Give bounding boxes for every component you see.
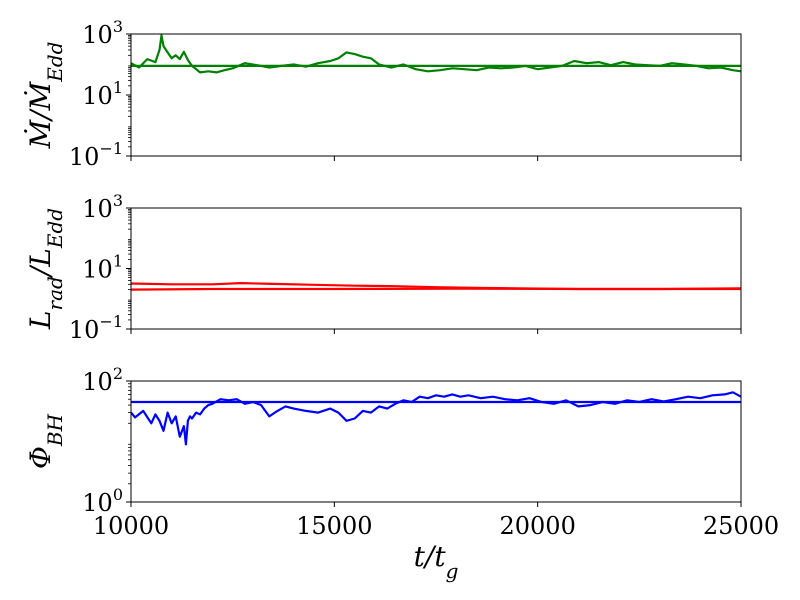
y-tick-label: 103 [82,17,123,49]
series-line-0-0 [131,34,741,74]
x-tick-label: 10000 [93,512,169,540]
y-axis-label: ΦBH [24,413,67,469]
x-tick-label: 15000 [296,512,372,540]
y-tick-label: 100 [82,485,123,517]
y-tick-label: 10−1 [69,139,123,171]
axes-frame [130,33,742,157]
x-tick-label: 20000 [499,512,575,540]
y-tick-label: 102 [82,364,123,396]
axes-frame [130,207,742,330]
x-tick-label: 25000 [703,512,779,540]
series-line-2-0 [131,391,741,446]
y-axis-label: Lrad/LEdd [24,208,67,330]
x-axis-label: t/tg [414,540,459,583]
y-tick-label: 101 [82,78,123,110]
panel-phi: 100 102 10000 15000 20000 25000 ΦBH t/tg [24,364,779,583]
panel-mdot: 10−1 101 103 Ṁ/ṀEdd [24,17,742,171]
axes-frame [130,380,742,503]
series-line-1-1 [131,287,741,291]
y-tick-label: 103 [82,191,123,223]
panel-lrad: 10−1 101 103 Lrad/LEdd [24,191,742,344]
y-tick-label: 10−1 [69,312,123,344]
y-axis-label: Ṁ/ṀEdd [24,42,67,150]
y-tick-label: 101 [82,252,123,284]
